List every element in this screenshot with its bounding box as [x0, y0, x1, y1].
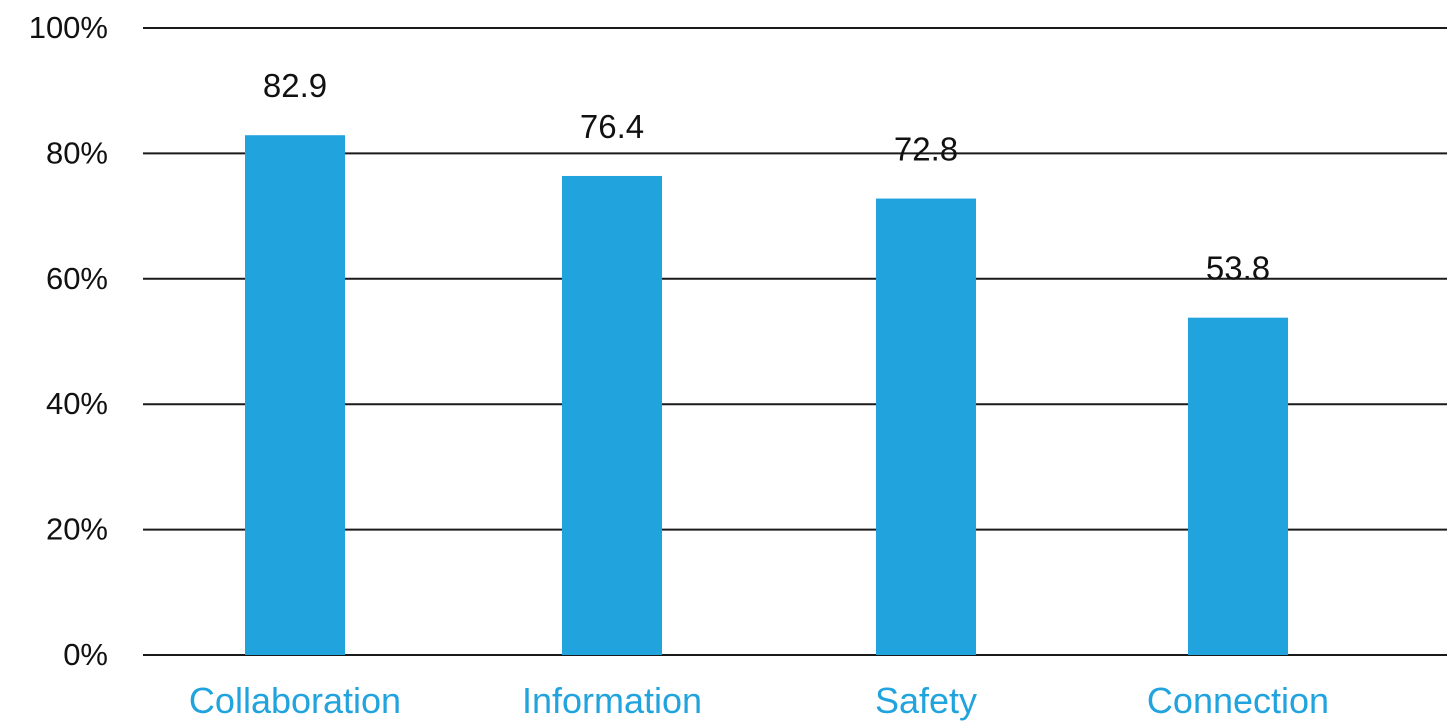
bar-safety	[876, 198, 976, 655]
data-label: 76.4	[580, 108, 644, 145]
y-tick-label: 20%	[46, 512, 108, 547]
x-tick-label: Connection	[1147, 680, 1329, 721]
y-tick-label: 0%	[63, 637, 108, 672]
y-tick-label: 100%	[29, 10, 108, 45]
bar-information	[562, 175, 662, 656]
data-label: 82.9	[263, 67, 327, 104]
y-tick-label: 80%	[46, 135, 108, 170]
y-tick-label: 60%	[46, 261, 108, 296]
bar-connection	[1188, 317, 1288, 655]
x-axis: Collaboration Information Safety Connection	[189, 680, 1329, 721]
bars	[245, 135, 1288, 656]
data-labels: 82.9 76.4 72.8 53.8	[263, 67, 1270, 286]
x-tick-label: Collaboration	[189, 680, 401, 721]
x-tick-label: Information	[522, 680, 702, 721]
bar-collaboration	[245, 135, 345, 656]
data-label: 72.8	[894, 131, 958, 168]
data-label: 53.8	[1206, 250, 1270, 287]
y-tick-label: 40%	[46, 386, 108, 421]
y-axis: 0% 20% 40% 60% 80% 100%	[29, 10, 108, 672]
x-tick-label: Safety	[875, 680, 977, 721]
